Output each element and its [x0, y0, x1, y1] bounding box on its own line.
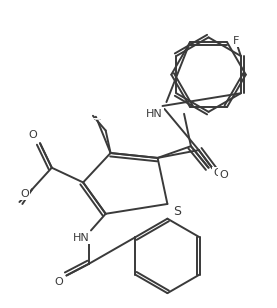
Text: O: O	[20, 189, 29, 199]
Text: HN: HN	[146, 109, 163, 119]
Text: HN: HN	[73, 233, 89, 243]
Text: O: O	[213, 168, 222, 178]
Text: S: S	[173, 205, 181, 218]
Text: O: O	[29, 130, 37, 140]
Text: F: F	[233, 36, 239, 46]
Text: O: O	[219, 170, 228, 180]
Text: O: O	[54, 278, 63, 287]
Text: methyl_tick: methyl_tick	[94, 118, 102, 120]
